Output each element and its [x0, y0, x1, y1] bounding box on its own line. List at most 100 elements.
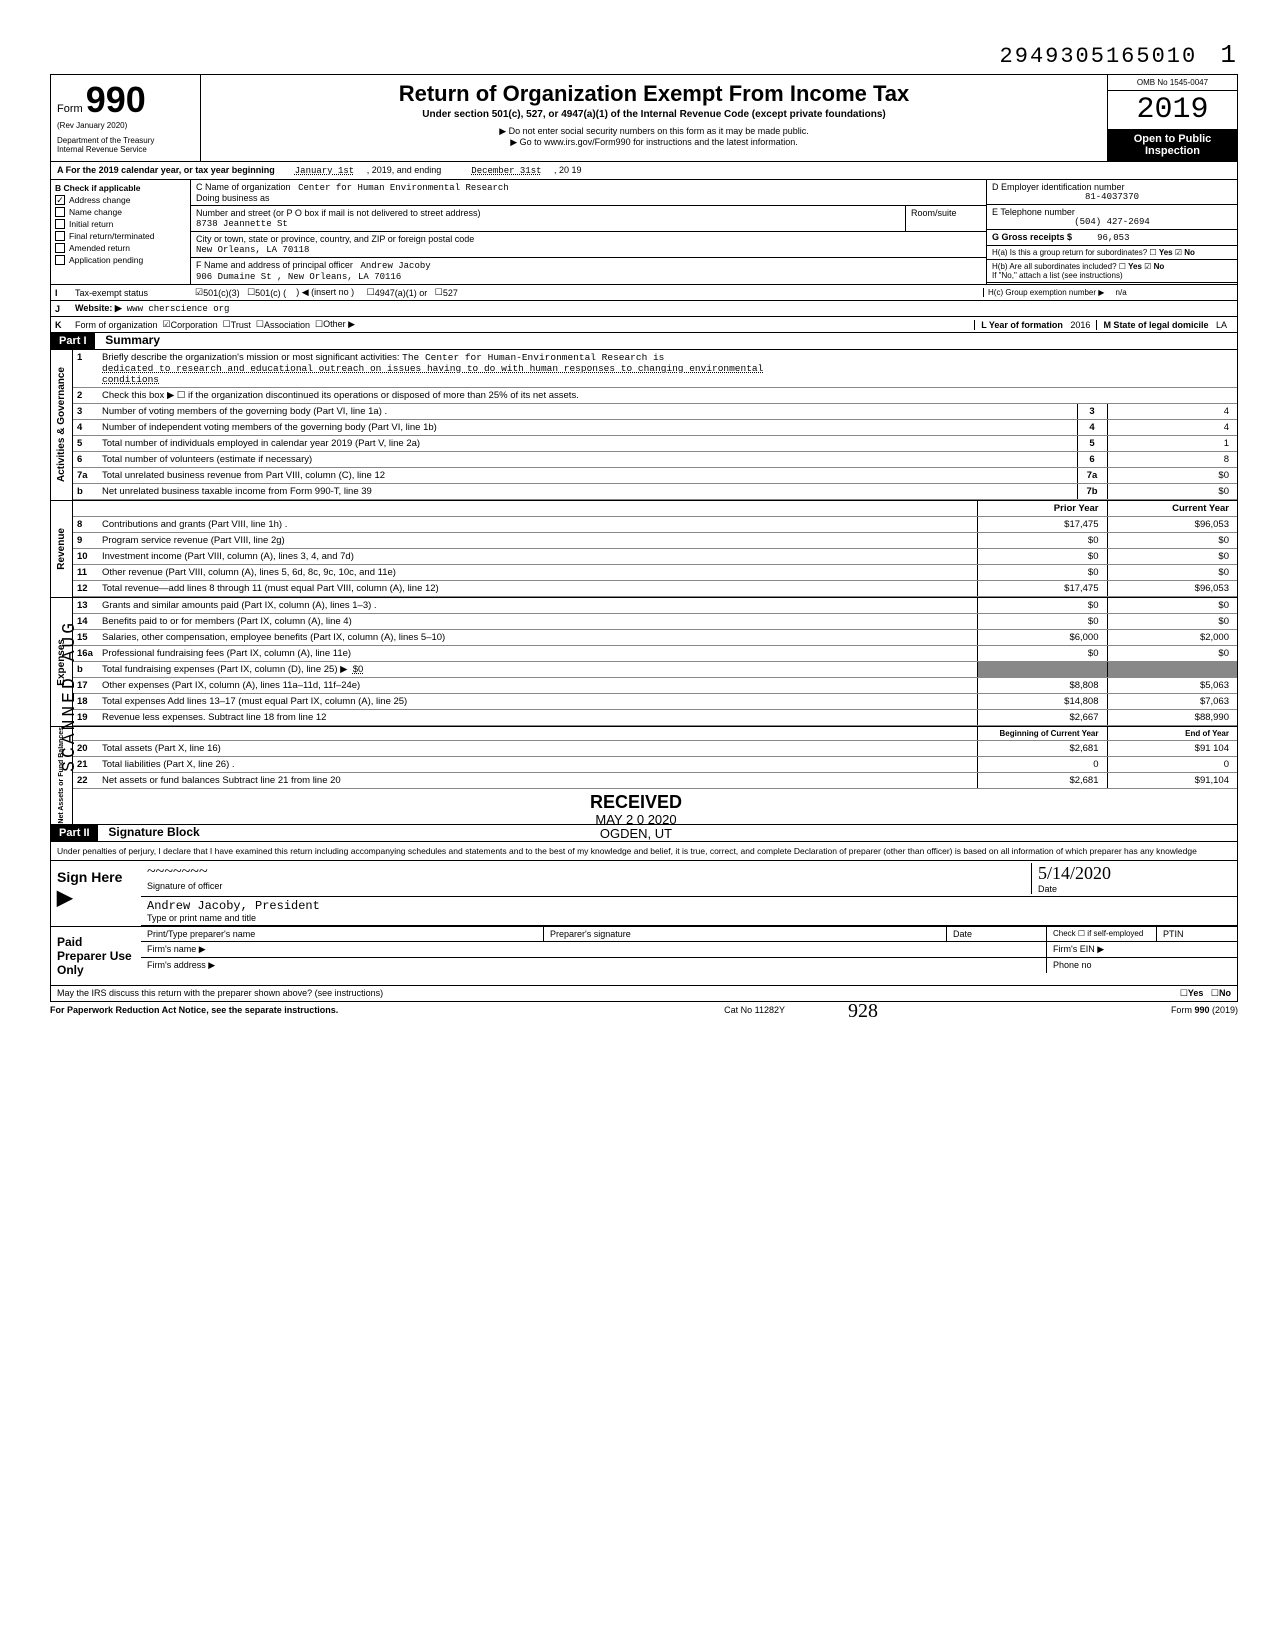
city-state-zip: New Orleans, LA 70118	[196, 245, 309, 255]
sign-here-label: Sign Here ▶	[51, 861, 141, 926]
footer-right: Form 990 (2019)	[1171, 1005, 1238, 1015]
street-address: 8738 Jeannette St	[196, 219, 288, 229]
checkbox-icon	[55, 243, 65, 253]
identification-block: B Check if applicable ✓Address change Na…	[50, 180, 1238, 285]
org-name-cell: C Name of organization Center for Human …	[191, 180, 986, 206]
gross-receipts-cell: G Gross receipts $ 96,053	[987, 230, 1237, 246]
chk-application-pending[interactable]: Application pending	[55, 255, 186, 265]
preparer-label: Paid Preparer Use Only	[51, 927, 141, 985]
chk-amended-return[interactable]: Amended return	[55, 243, 186, 253]
marker-suffix: 1	[1220, 40, 1238, 70]
revenue-label: Revenue	[56, 528, 67, 570]
arrow-icon: ▶	[57, 887, 72, 909]
officer-printed-name: Andrew Jacoby, President	[147, 899, 320, 913]
tax-year: 2019	[1108, 91, 1237, 129]
hb-note: If "No," attach a list (see instructions…	[992, 271, 1123, 280]
revenue-section: Revenue Prior YearCurrent Year 8Contribu…	[50, 500, 1238, 597]
gross-receipts-value: 96,053	[1097, 233, 1129, 243]
form-header: Form 990 (Rev January 2020) Department o…	[50, 74, 1238, 162]
part2-badge: Part II	[51, 825, 98, 841]
preparer-line-3: Firm's address ▶ Phone no	[141, 958, 1237, 973]
form-subtitle: Under section 501(c), 527, or 4947(a)(1)…	[209, 109, 1099, 120]
e-label: E Telephone number	[992, 207, 1075, 217]
form-number: 990	[86, 79, 146, 120]
sign-here-row: Sign Here ▶ ~~~~~~~ Signature of officer…	[51, 860, 1237, 926]
marker-number: 2949305165010	[1000, 44, 1198, 69]
l-label: L Year of formation	[981, 320, 1063, 330]
preparer-row: Paid Preparer Use Only Print/Type prepar…	[51, 926, 1237, 985]
part1-header-row: Part I Summary	[50, 333, 1238, 350]
handwritten-note: 928	[848, 1000, 878, 1023]
m-label: M State of legal domicile	[1103, 320, 1208, 330]
f-label: F Name and address of principal officer	[196, 260, 353, 270]
form-990-page: SCANNED AUG 2949305165010 1 Form 990 (Re…	[50, 40, 1238, 1018]
g-label: G Gross receipts $	[992, 232, 1072, 242]
part1-title: Summary	[105, 333, 160, 347]
checkbox-column: B Check if applicable ✓Address change Na…	[51, 180, 191, 284]
chk-address-change[interactable]: ✓Address change	[55, 195, 186, 205]
checkbox-icon	[55, 219, 65, 229]
signature: ~~~~~~~	[147, 863, 208, 880]
org-name: Center for Human Environmental Research	[298, 183, 509, 193]
hc-value: n/a	[1116, 288, 1127, 297]
tax-exempt-label: Tax-exempt status	[75, 288, 195, 298]
city-cell: City or town, state or province, country…	[191, 232, 986, 258]
form-rev: (Rev January 2020)	[57, 121, 194, 130]
line-j: J Website: ▶ www cherscience org	[50, 301, 1238, 317]
m-value: LA	[1216, 320, 1227, 330]
form-irs: Internal Revenue Service	[57, 145, 194, 154]
netassets-table: Beginning of Current YearEnd of Year 20T…	[73, 727, 1237, 789]
governance-section: Activities & Governance 1 Briefly descri…	[50, 350, 1238, 500]
officer-cell: F Name and address of principal officer …	[191, 258, 986, 284]
row-a-label: A For the 2019 calendar year, or tax yea…	[57, 165, 275, 175]
form-id-box: Form 990 (Rev January 2020) Department o…	[51, 75, 201, 161]
org-column: C Name of organization Center for Human …	[191, 180, 987, 284]
form-dept: Department of the Treasury	[57, 136, 194, 145]
year-begin: January 1st	[295, 166, 354, 176]
form-title: Return of Organization Exempt From Incom…	[209, 81, 1099, 107]
footer: For Paperwork Reduction Act Notice, see …	[50, 1002, 1238, 1018]
phone-cell: E Telephone number (504) 427-2694	[987, 205, 1237, 230]
checkbox-icon	[55, 255, 65, 265]
footer-left: For Paperwork Reduction Act Notice, see …	[50, 1005, 338, 1015]
discuss-line: May the IRS discuss this return with the…	[51, 985, 1237, 1001]
ha-cell: H(a) Is this a group return for subordin…	[987, 246, 1237, 260]
netassets-label: Net Assets or Fund Balances	[58, 727, 65, 824]
col-b-header: B Check if applicable	[55, 183, 186, 193]
print-name-line: Andrew Jacoby, President Type or print n…	[141, 897, 1237, 926]
c-name-label: C Name of organization	[196, 182, 291, 192]
mission-row: 1 Briefly describe the organization's mi…	[73, 350, 1237, 388]
d-label: D Employer identification number	[992, 182, 1125, 192]
officer-name: Andrew Jacoby	[360, 261, 430, 271]
checkbox-icon	[55, 231, 65, 241]
expenses-label: Expenses	[56, 639, 67, 686]
ha-label: H(a) Is this a group return for subordin…	[992, 248, 1147, 257]
phone-value: (504) 427-2694	[992, 217, 1232, 227]
room-suite-label: Room/suite	[906, 206, 986, 231]
sign-date: 5/14/2020	[1038, 863, 1111, 883]
form-label: Form	[57, 103, 83, 115]
chk-name-change[interactable]: Name change	[55, 207, 186, 217]
row-a-calendar: A For the 2019 calendar year, or tax yea…	[50, 162, 1238, 180]
ein-value: 81-4037370	[992, 192, 1232, 202]
preparer-line-2: Firm's name ▶ Firm's EIN ▶	[141, 942, 1237, 958]
line-i: I Tax-exempt status ☑ 501(c)(3) ☐ 501(c)…	[50, 285, 1238, 301]
hc-label: H(c) Group exemption number ▶	[988, 288, 1104, 297]
governance-table: 1 Briefly describe the organization's mi…	[73, 350, 1237, 500]
hb-cell: H(b) Are all subordinates included? ☐ Ye…	[987, 260, 1237, 283]
chk-initial-return[interactable]: Initial return	[55, 219, 186, 229]
form-warning: ▶ Do not enter social security numbers o…	[209, 126, 1099, 137]
part1-badge: Part I	[51, 333, 95, 349]
received-stamp: RECEIVED MAY 2 0 2020 OGDEN, UT	[590, 793, 682, 841]
chk-final-return[interactable]: Final return/terminated	[55, 231, 186, 241]
year-end: December 31st	[471, 166, 541, 176]
addr-label: Number and street (or P O box if mail is…	[196, 208, 480, 218]
governance-label: Activities & Governance	[56, 367, 67, 482]
expenses-section: Expenses 13Grants and similar amounts pa…	[50, 597, 1238, 726]
signature-line: ~~~~~~~ Signature of officer 5/14/2020 D…	[141, 861, 1237, 897]
omb-number: OMB No 1545-0047	[1108, 75, 1237, 91]
signature-section: Under penalties of perjury, I declare th…	[50, 842, 1238, 1002]
checkbox-icon: ✓	[55, 195, 65, 205]
preparer-line-1: Print/Type preparer's name Preparer's si…	[141, 927, 1237, 942]
website-label: Website: ▶	[75, 303, 122, 314]
